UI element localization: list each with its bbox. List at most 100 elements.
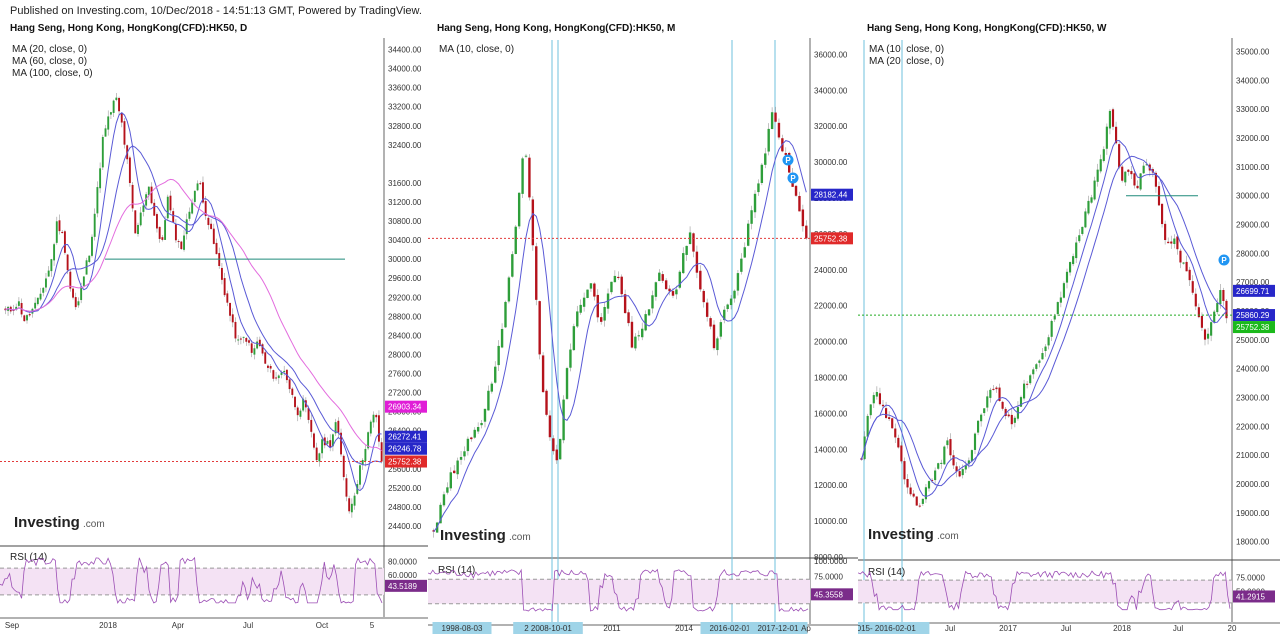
y-tick-label: 28000.00 — [1236, 249, 1270, 258]
candle — [226, 293, 229, 303]
p-marker-icon[interactable] — [782, 154, 794, 166]
candle — [637, 335, 640, 337]
p-marker-label: P — [790, 174, 796, 183]
candle — [1191, 281, 1194, 293]
candle — [900, 445, 903, 462]
p-marker-icon[interactable] — [1218, 254, 1230, 266]
y-tick-label: 28000.00 — [388, 350, 422, 359]
candle — [4, 308, 7, 311]
candle — [212, 228, 215, 244]
rsi-label: RSI (14) — [438, 565, 475, 576]
candle — [921, 498, 924, 504]
candle — [1019, 397, 1023, 407]
candle — [545, 390, 548, 415]
y-tick-label: 8000.00 — [814, 553, 843, 562]
y-tick-label: 24000.00 — [1236, 365, 1270, 374]
candle — [74, 297, 77, 308]
candle — [166, 196, 169, 219]
y-tick-label: 28400.00 — [388, 331, 422, 340]
chart-panel-monthly: Hang Seng, Hong Kong, HongKong(CFD):HK50… — [427, 0, 858, 636]
candle — [903, 461, 906, 480]
candle — [161, 237, 164, 240]
candle — [101, 136, 104, 168]
x-tick-label: 2017 — [999, 624, 1017, 633]
candle — [63, 231, 66, 253]
candle — [610, 281, 613, 293]
candle — [1041, 353, 1044, 360]
candle — [93, 213, 96, 237]
candle — [91, 236, 93, 256]
candle — [1139, 173, 1142, 190]
candle — [277, 375, 280, 379]
candle — [466, 438, 470, 452]
candle — [131, 184, 134, 209]
moving-average-line — [5, 178, 382, 451]
candle — [726, 304, 729, 310]
candle — [924, 487, 928, 500]
candle — [613, 275, 617, 283]
candle — [229, 302, 231, 316]
candle — [750, 210, 753, 224]
p-marker-icon[interactable] — [787, 172, 799, 184]
y-tick-label: 24000.00 — [814, 266, 848, 275]
legend-entry: MA (10, close, 0) — [869, 44, 944, 55]
daily-chart-svg[interactable]: Hang Seng, Hong Kong, HongKong(CFD):HK50… — [0, 0, 428, 636]
candle — [976, 420, 980, 433]
candle — [1219, 290, 1222, 304]
candle — [884, 408, 888, 418]
candle — [888, 417, 891, 419]
price-label: 25860.29 — [1236, 311, 1270, 320]
candle — [654, 282, 658, 297]
candle — [651, 295, 654, 309]
candle — [794, 185, 798, 196]
candle — [220, 267, 223, 280]
candle — [1026, 383, 1029, 385]
candle — [552, 438, 555, 452]
candle — [541, 355, 545, 393]
y-tick-label: 34400.00 — [388, 46, 422, 55]
candle — [439, 504, 442, 524]
y-tick-label: 31600.00 — [388, 179, 422, 188]
candle — [940, 462, 943, 464]
rsi-tick-label: 75.0000 — [1236, 573, 1265, 582]
weekly-chart-svg[interactable]: Hang Seng, Hong Kong, HongKong(CFD):HK50… — [838, 0, 1280, 636]
candle — [912, 493, 915, 497]
candle — [1142, 165, 1145, 174]
candle — [1062, 283, 1066, 298]
candle — [600, 317, 603, 322]
candle — [487, 390, 490, 411]
candle — [507, 277, 511, 302]
candle — [1216, 303, 1219, 313]
candle — [1105, 126, 1108, 149]
candle — [337, 420, 340, 433]
candle — [682, 253, 685, 274]
candle — [359, 465, 361, 485]
x-tick-label: 2016-02-01 — [710, 624, 751, 633]
candle — [372, 414, 375, 423]
y-tick-label: 18000.00 — [1236, 538, 1270, 547]
candle — [596, 294, 599, 318]
candle — [142, 205, 145, 212]
candle — [104, 128, 107, 137]
y-tick-label: 30000.00 — [1236, 192, 1270, 201]
candle — [998, 387, 1001, 401]
x-tick-label: Sep — [5, 621, 20, 630]
candle — [740, 258, 743, 272]
candle — [61, 231, 64, 234]
candle — [1007, 414, 1010, 417]
monthly-chart-svg[interactable]: Hang Seng, Hong Kong, HongKong(CFD):HK50… — [427, 0, 858, 636]
candle — [881, 404, 885, 407]
candle — [1188, 269, 1191, 281]
candle — [937, 463, 940, 469]
candle — [1053, 315, 1056, 320]
candle — [949, 439, 952, 456]
rsi-value-box — [811, 588, 853, 601]
candle — [442, 494, 446, 506]
candle — [617, 276, 620, 279]
candle — [367, 432, 370, 449]
y-tick-label: 33600.00 — [388, 84, 422, 93]
y-tick-label: 30000.00 — [388, 255, 422, 264]
rsi-value: 41.2915 — [1236, 592, 1265, 601]
candle — [764, 153, 767, 165]
candle — [326, 440, 329, 444]
